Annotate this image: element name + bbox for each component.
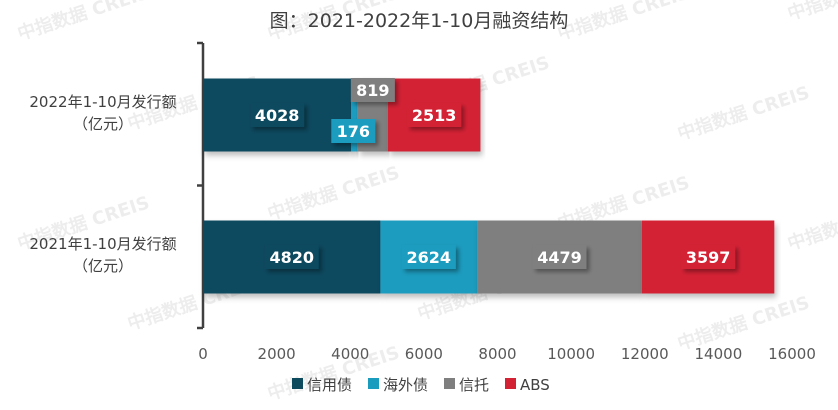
data-label-box [331, 119, 376, 143]
legend-label: 信托 [459, 376, 489, 394]
legend-swatch [292, 378, 303, 389]
data-label-box [681, 245, 736, 269]
data-label-box [264, 245, 319, 269]
legend-label: ABS [520, 376, 550, 394]
category-label: 2022年1-10月发行额 [29, 93, 176, 111]
legend-swatch [368, 378, 379, 389]
x-tick-label: 14000 [695, 345, 743, 363]
watermark-text: 中指数据 CREIS [265, 161, 402, 224]
data-label-box [250, 103, 305, 127]
x-tick-label: 4000 [331, 345, 369, 363]
x-tick-label: 6000 [405, 345, 443, 363]
bar-segment [351, 78, 358, 152]
data-label-box [532, 245, 587, 269]
data-label-box [350, 78, 395, 102]
data-label: 819 [356, 81, 389, 100]
watermark-text: 中指数据 CREIS [15, 0, 152, 45]
label-layer: 4028 176 819 2513 4820 2624 4479 3597 [250, 78, 736, 269]
data-label: 176 [337, 122, 370, 141]
data-label: 2513 [412, 106, 457, 125]
data-label: 4479 [537, 248, 582, 267]
data-label: 4028 [255, 106, 300, 125]
category-label: 2021年1-10月发行额 [29, 235, 176, 253]
x-tick-label: 10000 [547, 345, 595, 363]
watermark-text: 中指数据 CREIS [785, 191, 838, 254]
x-tick-label: 12000 [621, 345, 669, 363]
data-label: 4820 [269, 248, 314, 267]
x-tick-label: 8000 [478, 345, 516, 363]
chart-title: 图：2021-2022年1-10月融资结构 [270, 10, 569, 32]
x-tick-label: 16000 [768, 345, 816, 363]
data-label: 2624 [406, 248, 451, 267]
category-label: （亿元） [73, 257, 133, 275]
legend: 信用债 海外债 信托 ABS [292, 376, 550, 394]
legend-swatch [444, 378, 455, 389]
legend-swatch [505, 378, 516, 389]
legend-label: 信用债 [307, 376, 352, 394]
legend-label: 海外债 [383, 376, 428, 394]
watermark-text: 中指数据 CREIS [555, 0, 692, 45]
data-label-box [401, 245, 456, 269]
watermark-text: 中指数据 CREIS [675, 81, 812, 144]
watermark-text: 中指数据 CREIS [785, 0, 838, 25]
x-tick-label: 0 [198, 345, 208, 363]
x-tick-label: 2000 [258, 345, 296, 363]
data-label-box [407, 103, 462, 127]
data-label: 3597 [686, 248, 731, 267]
category-label: （亿元） [73, 115, 133, 133]
